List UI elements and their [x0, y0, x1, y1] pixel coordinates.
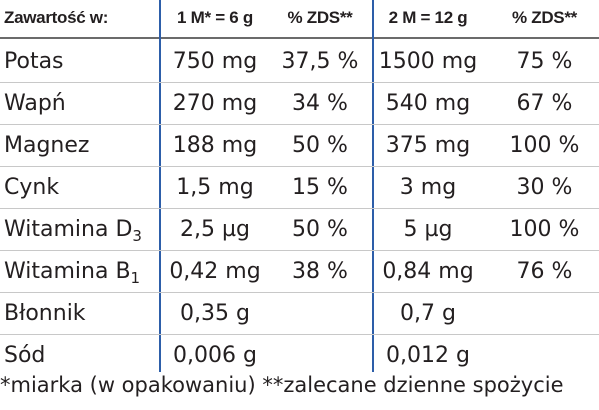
- column-divider: [159, 0, 161, 372]
- row-label: Sód: [4, 335, 45, 377]
- value-cell: 50 %: [292, 133, 348, 158]
- label-text: Wapń: [4, 91, 66, 116]
- row-label: Wapń: [4, 83, 66, 125]
- row-rule: [0, 166, 599, 167]
- column-divider: [372, 0, 374, 372]
- value-cell: 5 µg: [403, 217, 453, 242]
- row-rule: [0, 208, 599, 209]
- value-cell: 270 mg: [172, 91, 258, 116]
- label-text: Potas: [4, 49, 64, 74]
- value-cell: 37,5 %: [281, 49, 359, 74]
- value-cell: 38 %: [292, 259, 348, 284]
- value-cell: 67 %: [516, 91, 573, 116]
- footnote: *miarka (w opakowaniu) **zalecane dzienn…: [0, 373, 564, 397]
- value-cell: 0,35 g: [180, 301, 250, 326]
- row-rule: [0, 334, 599, 335]
- header-cell: % ZDS**: [287, 8, 353, 27]
- label-text: Błonnik: [4, 301, 86, 326]
- value-cell: 0,7 g: [400, 301, 456, 326]
- label-text: Witamina D: [4, 217, 133, 242]
- value-cell: 3 mg: [399, 175, 457, 200]
- value-cell: 0,42 mg: [169, 259, 261, 284]
- value-cell: 750 mg: [172, 49, 258, 74]
- row-rule: [0, 250, 599, 251]
- value-cell: 188 mg: [172, 133, 258, 158]
- value-cell: 1,5 mg: [176, 175, 254, 200]
- row-rule: [0, 82, 599, 83]
- value-cell: 540 mg: [385, 91, 471, 116]
- label-text: Cynk: [4, 175, 60, 200]
- header-cell: Zawartość w:: [4, 8, 109, 27]
- value-cell: 100 %: [509, 217, 580, 242]
- row-rule: [0, 292, 599, 293]
- header-cell: 2 M = 12 g: [388, 8, 468, 27]
- value-cell: 50 %: [292, 217, 348, 242]
- label-subscript: 3: [132, 227, 142, 245]
- label-text: Sód: [4, 343, 46, 368]
- row-label: Cynk: [4, 167, 59, 209]
- row-label: Błonnik: [4, 293, 86, 335]
- header-rule: [0, 37, 599, 39]
- row-label: Potas: [4, 41, 64, 83]
- value-cell: 1500 mg: [378, 49, 478, 74]
- value-cell: 0,012 g: [386, 343, 470, 368]
- value-cell: 375 mg: [385, 133, 471, 158]
- value-cell: 2,5 µg: [180, 217, 250, 242]
- label-text: Witamina B: [4, 259, 131, 284]
- row-label: Magnez: [4, 125, 89, 167]
- header-cell: % ZDS**: [512, 8, 577, 27]
- row-label: Witamina B1: [4, 251, 140, 293]
- value-cell: 100 %: [509, 133, 580, 158]
- value-cell: 75 %: [516, 49, 573, 74]
- value-cell: 34 %: [292, 91, 348, 116]
- value-cell: 0,84 mg: [382, 259, 474, 284]
- row-label: Witamina D3: [4, 209, 142, 251]
- value-cell: 30 %: [516, 175, 573, 200]
- header-cell: 1 M* = 6 g: [177, 8, 253, 27]
- value-cell: 0,006 g: [173, 343, 257, 368]
- row-rule: [0, 124, 599, 125]
- value-cell: 15 %: [292, 175, 348, 200]
- value-cell: 76 %: [516, 259, 573, 284]
- label-subscript: 1: [130, 269, 141, 287]
- label-text: Magnez: [4, 133, 90, 158]
